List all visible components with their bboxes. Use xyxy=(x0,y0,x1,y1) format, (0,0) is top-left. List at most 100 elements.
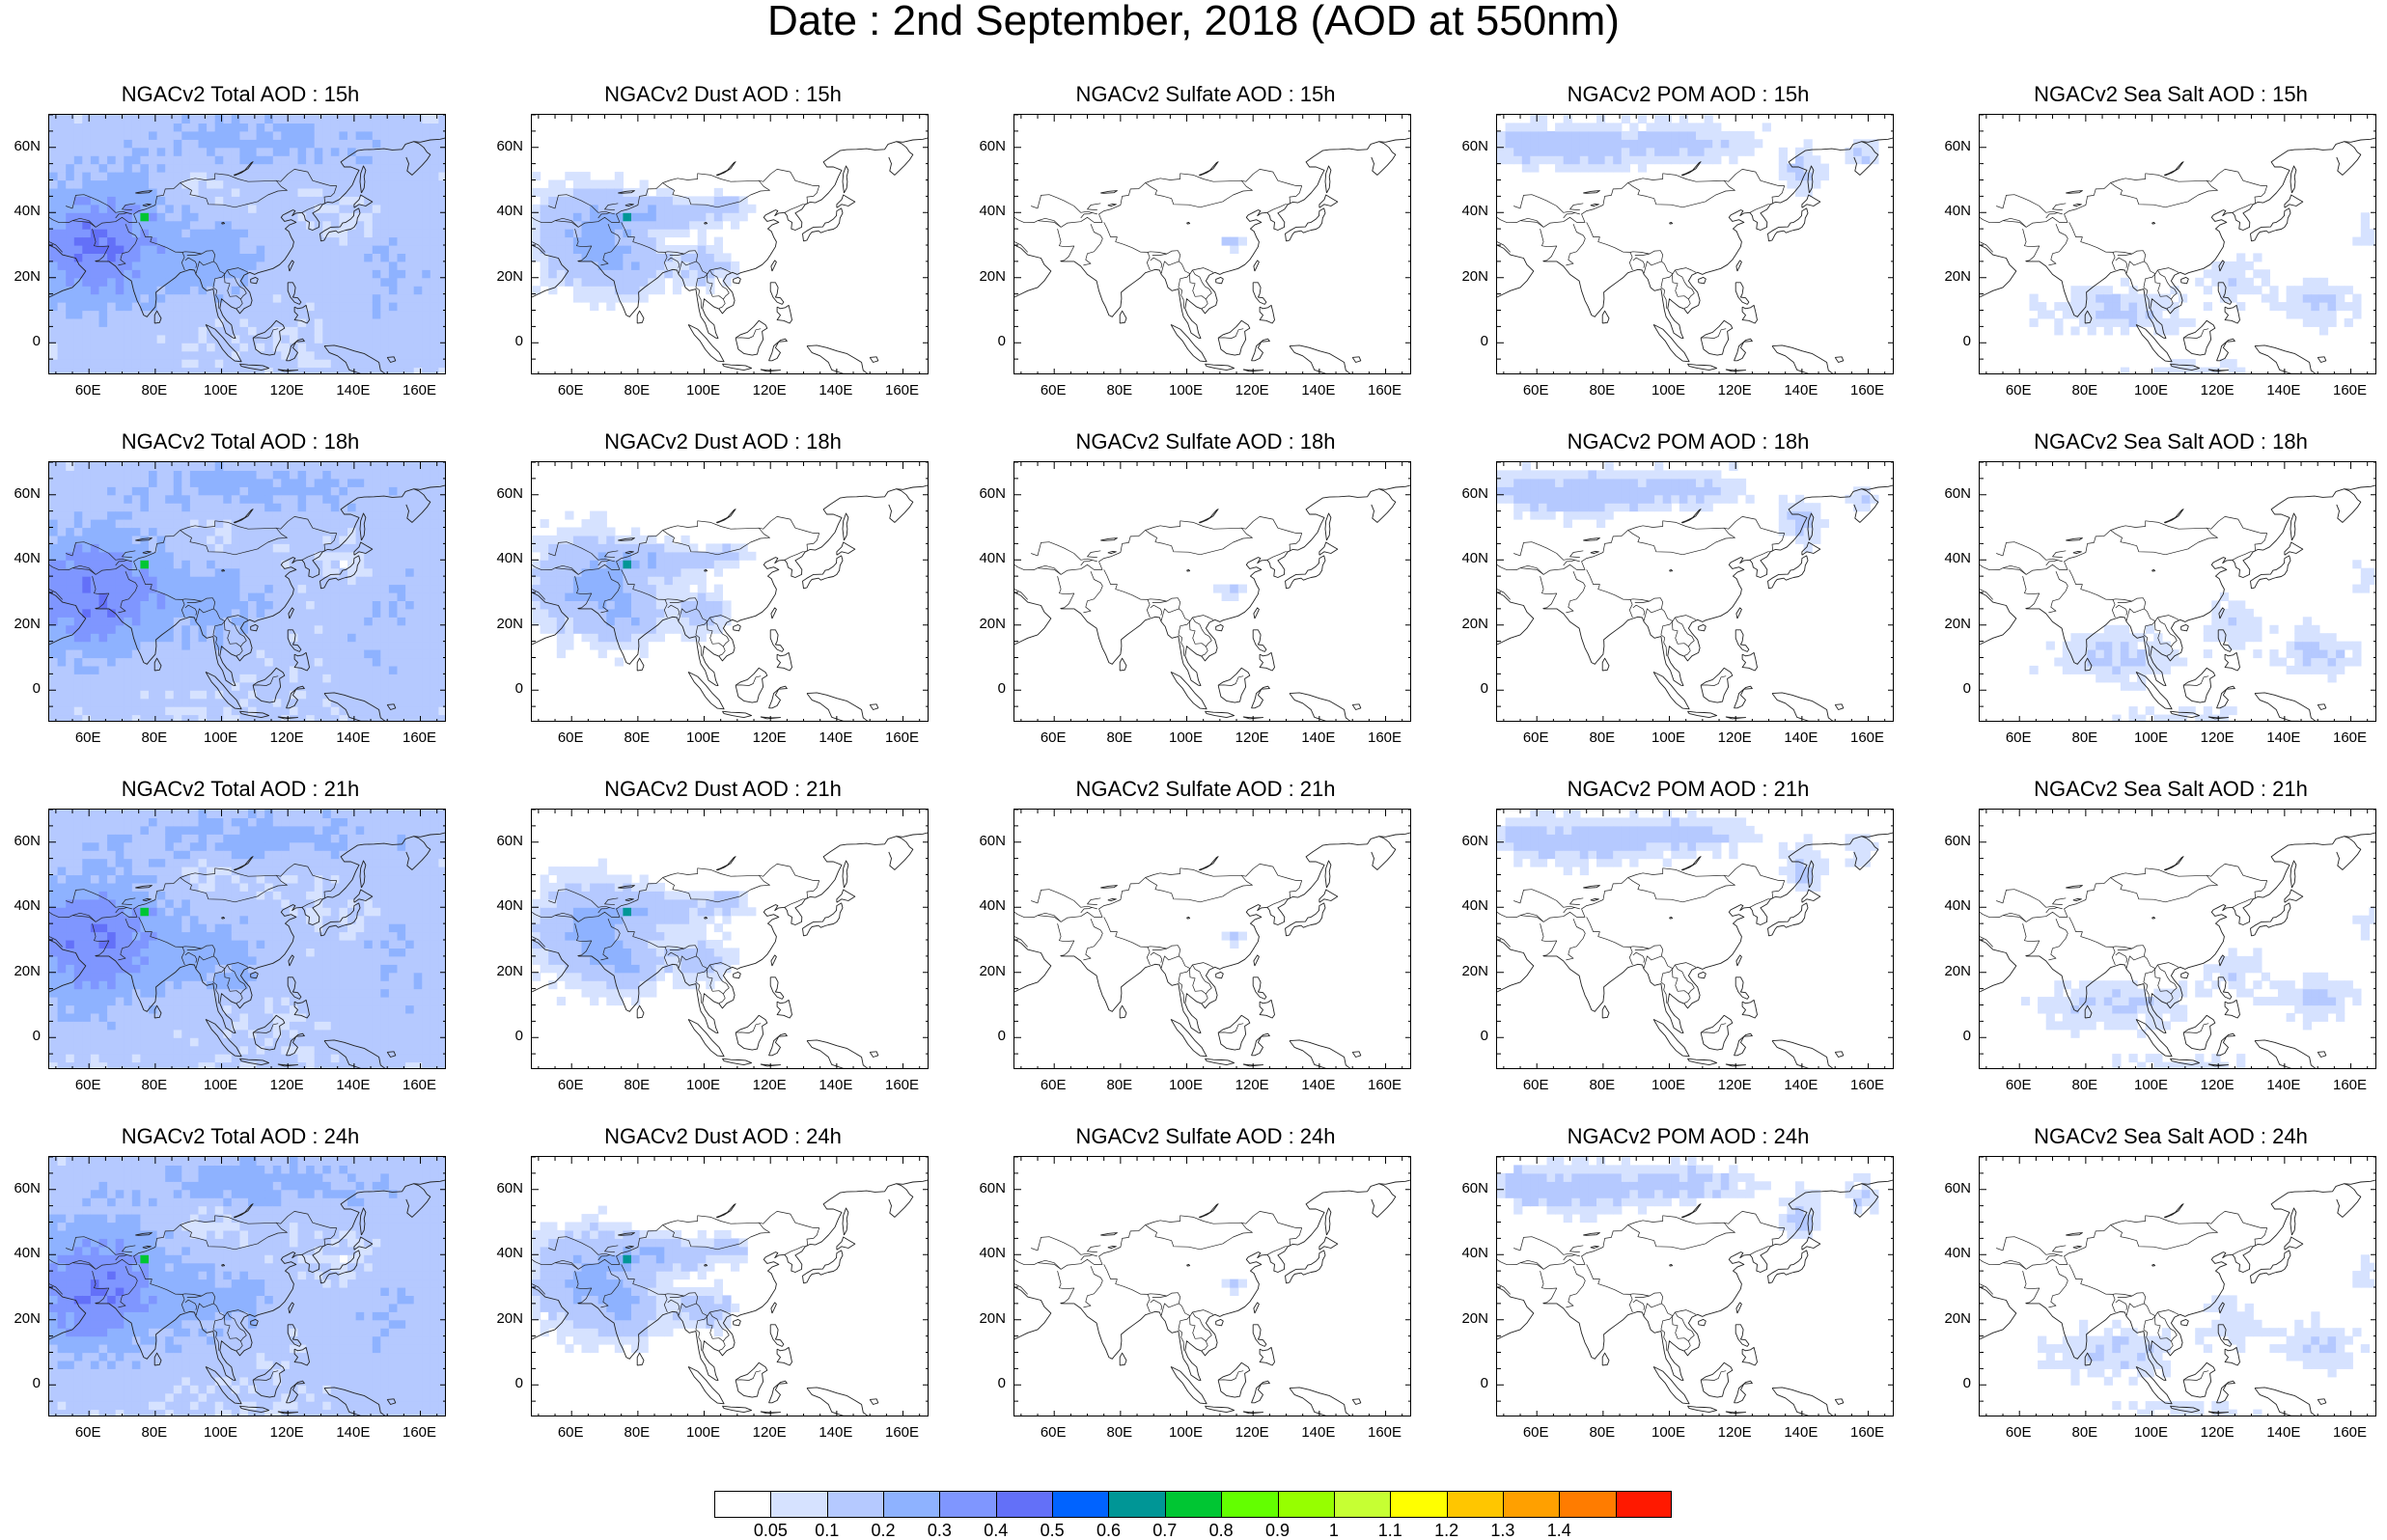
aod-cell xyxy=(532,253,541,262)
aod-cell xyxy=(264,519,274,529)
aod-cell xyxy=(322,147,332,156)
aod-cell xyxy=(256,560,265,569)
aod-cell xyxy=(397,503,406,512)
aod-cell xyxy=(98,334,108,344)
aod-cell xyxy=(256,317,265,327)
aod-cell xyxy=(405,326,415,336)
aod-cell xyxy=(372,617,381,626)
coastline-path xyxy=(1285,207,1326,242)
aod-cell xyxy=(57,317,67,327)
aod-cell xyxy=(98,462,108,471)
aod-cell xyxy=(140,641,150,650)
aod-cell xyxy=(430,462,439,471)
aod-cell xyxy=(339,674,348,683)
aod-cell xyxy=(90,334,100,344)
aod-cell xyxy=(289,503,299,512)
aod-cell xyxy=(680,560,690,569)
aod-cell xyxy=(156,592,166,601)
aod-cell xyxy=(623,236,632,246)
aod-cell xyxy=(639,229,649,238)
aod-cell xyxy=(1745,147,1755,156)
aod-cell xyxy=(438,714,445,721)
aod-cell xyxy=(380,343,390,352)
aod-cell xyxy=(281,245,291,254)
aod-cell xyxy=(49,163,59,173)
aod-cell xyxy=(189,519,200,529)
border-path xyxy=(138,222,249,275)
aod-cell xyxy=(1704,147,1713,156)
aod-cell xyxy=(181,115,191,124)
aod-cell xyxy=(623,269,632,279)
border-path xyxy=(621,222,732,275)
aod-cell xyxy=(248,293,258,303)
aod-cell xyxy=(198,130,208,140)
aod-cell xyxy=(1563,130,1572,140)
aod-cell xyxy=(297,179,307,189)
aod-cell xyxy=(1613,123,1623,132)
aod-cell xyxy=(297,519,307,529)
coastline-path xyxy=(733,623,741,632)
aod-cell xyxy=(173,543,182,553)
aod-shading xyxy=(532,510,757,667)
aod-cell xyxy=(2170,326,2179,336)
aod-cell xyxy=(107,147,117,156)
aod-cell xyxy=(1787,172,1796,181)
border-path xyxy=(736,675,762,686)
aod-cell xyxy=(2302,310,2312,319)
aod-cell xyxy=(339,253,348,262)
aod-cell xyxy=(90,286,100,295)
aod-cell xyxy=(405,302,415,312)
aod-cell xyxy=(664,269,674,279)
aod-cell xyxy=(297,478,307,487)
aod-cell xyxy=(173,334,182,344)
aod-cell xyxy=(66,551,75,561)
aod-cell xyxy=(422,551,431,561)
aod-cell xyxy=(256,503,265,512)
aod-cell xyxy=(90,350,100,360)
aod-cell xyxy=(306,261,316,270)
aod-cell xyxy=(248,527,258,536)
aod-cell xyxy=(438,486,445,496)
aod-cell xyxy=(82,584,92,593)
aod-cell xyxy=(198,600,208,610)
aod-cell xyxy=(372,706,381,716)
aod-cell xyxy=(207,641,216,650)
aod-cell xyxy=(2153,367,2163,373)
map-area xyxy=(531,461,929,722)
aod-cell xyxy=(1530,163,1540,173)
aod-cell xyxy=(1662,115,1672,124)
coastline-path xyxy=(1119,310,1127,324)
aod-cell xyxy=(107,641,117,650)
aod-cell xyxy=(388,641,399,650)
aod-cell xyxy=(2079,302,2089,312)
aod-cell xyxy=(532,567,541,577)
aod-cell xyxy=(289,343,299,352)
aod-cell xyxy=(322,674,332,683)
aod-cell xyxy=(49,310,59,319)
border-path xyxy=(1628,252,1633,271)
aod-cell xyxy=(713,261,723,270)
aod-cell xyxy=(2161,326,2171,336)
aod-cell xyxy=(380,567,390,577)
aod-cell xyxy=(413,681,423,691)
aod-cell xyxy=(82,212,92,222)
aod-cell xyxy=(1736,147,1747,156)
aod-cell xyxy=(297,698,307,707)
aod-cell xyxy=(198,567,208,577)
aod-cell xyxy=(156,665,166,674)
aod-cell xyxy=(131,567,141,577)
aod-cell xyxy=(380,600,390,610)
aod-cell xyxy=(248,519,258,529)
border-path xyxy=(532,564,556,571)
aod-cell xyxy=(73,172,83,181)
aod-cell xyxy=(181,245,191,254)
aod-cell xyxy=(405,608,415,618)
aod-cell xyxy=(239,674,249,683)
aod-cell xyxy=(430,494,439,504)
aod-cell xyxy=(355,115,365,124)
aod-cell xyxy=(189,674,200,683)
aod-cell xyxy=(355,600,365,610)
aod-cell xyxy=(140,139,150,149)
aod-cell xyxy=(264,187,274,197)
aod-cell xyxy=(422,527,431,536)
